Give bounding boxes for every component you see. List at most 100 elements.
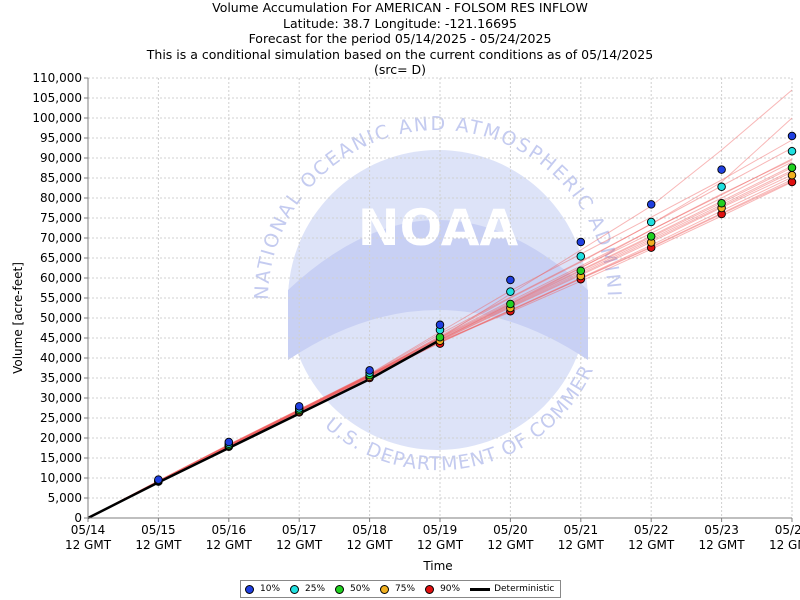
chart-subtitle-location: Latitude: 38.7 Longitude: -121.16695 [283, 15, 517, 31]
point-10pct-8 [717, 165, 726, 174]
y-tick-label-19: 95,000 [40, 131, 82, 145]
y-tick-label-3: 15,000 [40, 451, 82, 465]
legend-label-75: 75% [395, 584, 416, 594]
x-tick-label-time-1: 12 GMT [135, 538, 182, 552]
y-tick-label-0: 0 [74, 511, 82, 525]
point-10pct-7 [646, 200, 656, 209]
point-25pct-5 [506, 287, 515, 296]
y-tick-label-20: 100,000 [32, 111, 82, 125]
x-tick-label-time-10: 12 GMT [769, 538, 800, 552]
chart-legend: 10% 25% 50% 75% 90% Deterministic [240, 580, 562, 598]
x-tick-label-date-5: 05/19 [423, 523, 458, 537]
x-tick-label-date-6: 05/20 [493, 523, 528, 537]
x-tick-label-time-9: 12 GMT [699, 538, 746, 552]
legend-swatch-50 [335, 584, 345, 594]
legend-label-90: 90% [440, 584, 461, 594]
y-tick-label-18: 90,000 [40, 151, 82, 165]
legend-label-deterministic: Deterministic [494, 584, 555, 594]
point-50pct-4 [435, 332, 445, 342]
point-75pct-9 [787, 170, 797, 180]
chart-subtitle-period: Forecast for the period 05/14/2025 - 05/… [248, 31, 552, 46]
legend-item-25: 25% [290, 584, 325, 594]
legend-swatch-10 [245, 584, 254, 594]
y-tick-label-8: 40,000 [40, 351, 82, 365]
watermark-gull [288, 220, 588, 360]
y-tick-label-6: 30,000 [40, 391, 82, 405]
x-tick-label-date-10: 05/24 [775, 523, 800, 537]
point-50pct-8 [717, 198, 726, 208]
legend-label-10: 10% [260, 584, 281, 594]
y-tick-label-12: 60,000 [40, 271, 82, 285]
chart-subtitle-conditions: This is a conditional simulation based o… [146, 46, 654, 62]
x-tick-label-date-9: 05/23 [704, 523, 739, 537]
chart-title: Volume Accumulation For AMERICAN - FOLSO… [212, 0, 588, 15]
y-tick-label-22: 110,000 [32, 71, 82, 85]
x-tick-label-date-4: 05/18 [352, 523, 387, 537]
y-tick-label-13: 65,000 [40, 251, 82, 265]
legend-swatch-75 [380, 584, 390, 594]
legend-swatch-deterministic [470, 587, 491, 591]
point-25pct-6 [576, 252, 586, 261]
x-tick-label-date-1: 05/15 [141, 523, 176, 537]
chart-grid [87, 77, 793, 519]
legend-swatch-90 [425, 584, 435, 594]
y-tick-label-10: 50,000 [40, 311, 82, 325]
legend-item-10: 10% [245, 584, 280, 594]
x-tick-label-date-2: 05/16 [212, 523, 247, 537]
legend-item-75: 75% [380, 584, 415, 594]
deterministic-series-line [87, 338, 441, 520]
x-tick-label-date-3: 05/17 [282, 523, 317, 537]
legend-item-90: 90% [425, 584, 460, 594]
chart-axes: 0 5,000 10,000 15,000 20,000 25,000 30,000 35,0… [32, 71, 800, 552]
y-tick-label-1: 5,000 [48, 491, 82, 505]
point-50pct-5 [506, 299, 515, 309]
y-tick-label-4: 20,000 [40, 431, 82, 445]
point-10pct-0 [154, 475, 163, 484]
point-25pct-7 [646, 217, 656, 227]
y-tick-label-15: 75,000 [40, 211, 82, 225]
x-axis-label: Time [422, 559, 452, 573]
x-tick-label-time-8: 12 GMT [628, 538, 675, 552]
legend-item-50: 50% [335, 584, 370, 594]
y-tick-label-2: 10,000 [40, 471, 82, 485]
y-tick-label-21: 105,000 [32, 91, 82, 105]
y-tick-label-7: 35,000 [40, 371, 82, 385]
y-tick-label-14: 70,000 [40, 231, 82, 245]
point-50pct-7 [646, 232, 656, 241]
point-25pct-8 [717, 182, 726, 192]
point-25pct-9 [787, 146, 797, 156]
point-10pct-5 [506, 275, 515, 285]
point-10pct-9 [787, 131, 797, 141]
point-10pct-4 [435, 320, 445, 330]
point-10pct-2 [294, 402, 304, 411]
point-10pct-3 [365, 366, 374, 375]
x-tick-label-time-0: 12 GMT [65, 538, 112, 552]
y-tick-label-17: 85,000 [40, 171, 82, 185]
point-10pct-1 [224, 437, 234, 447]
point-10pct-6 [576, 237, 586, 247]
chart-subtitle-source: (src= D) [373, 62, 427, 77]
chart-titles: Volume Accumulation For AMERICAN - FOLSO… [0, 0, 800, 78]
point-50pct-9 [787, 163, 797, 172]
watermark-logo-text: NOAA [358, 199, 519, 257]
legend-label-50: 50% [350, 584, 371, 594]
y-tick-label-16: 80,000 [40, 191, 82, 205]
x-tick-label-time-3: 12 GMT [276, 538, 323, 552]
x-tick-label-time-7: 12 GMT [558, 538, 605, 552]
exceedance-points [154, 131, 797, 486]
x-tick-label-time-2: 12 GMT [206, 538, 253, 552]
x-tick-label-time-6: 12 GMT [487, 538, 534, 552]
x-tick-label-date-7: 05/21 [564, 523, 599, 537]
deterministic-line [87, 338, 441, 520]
y-tick-label-9: 45,000 [40, 331, 82, 345]
legend-label-25: 25% [305, 584, 326, 594]
legend-item-deterministic: Deterministic [470, 584, 554, 594]
legend-swatch-25 [290, 584, 300, 594]
x-tick-label-time-5: 12 GMT [417, 538, 464, 552]
y-tick-label-5: 25,000 [40, 411, 82, 425]
x-tick-label-date-8: 05/22 [634, 523, 669, 537]
y-axis-label: Volume [acre-feet] [11, 262, 25, 374]
x-tick-label-time-4: 12 GMT [347, 538, 394, 552]
x-tick-label-date-0: 05/14 [71, 523, 106, 537]
